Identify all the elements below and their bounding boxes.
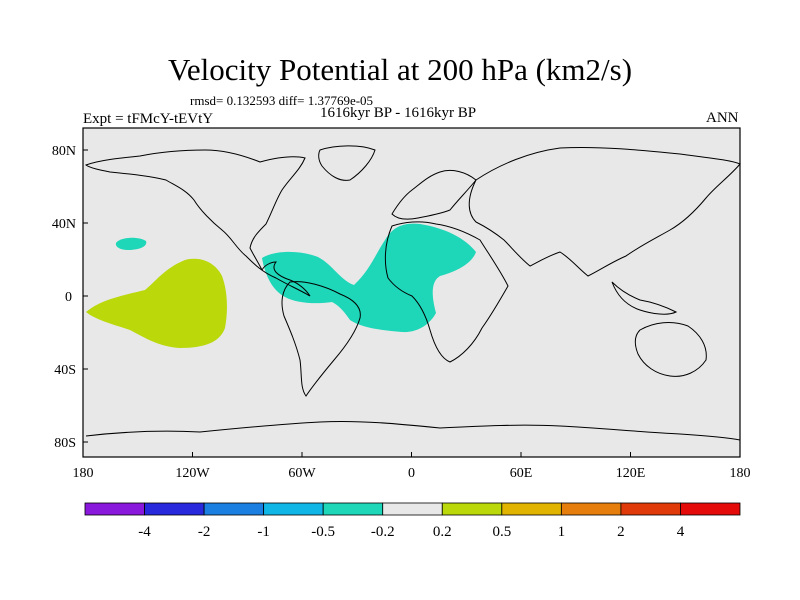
legend-label: -2: [198, 524, 211, 540]
legend-swatch: [84, 502, 145, 516]
coastline-north-america: [84, 149, 311, 297]
legend-label: 1: [558, 524, 566, 540]
coastline-antarctica: [85, 420, 741, 441]
lat-label-40s: 40S: [54, 363, 76, 378]
coastlines: [84, 145, 741, 441]
legend-swatch: [322, 502, 384, 516]
coastline-africa: [384, 221, 509, 363]
legend-label: -0.5: [311, 524, 335, 540]
coastline-southeast-asia: [611, 281, 678, 315]
lon-label-120e: 120E: [616, 466, 646, 481]
negative-anomaly-atlantic: [262, 223, 476, 333]
lat-label-0: 0: [65, 290, 72, 305]
legend-swatch: [263, 502, 324, 516]
color-legend: -4 -2 -1 -0.5 -0.2 0.2 0.5 1 2 4: [84, 502, 741, 540]
legend-swatch: [560, 502, 622, 516]
legend-label: -1: [257, 524, 270, 540]
anomaly-regions: [86, 223, 476, 348]
lat-label-80s: 80S: [54, 436, 76, 451]
lat-label-40n: 40N: [52, 217, 76, 232]
coastline-eurasia: [468, 146, 741, 277]
experiment-label: Expt = tFMcY-tEVtY: [83, 111, 214, 127]
coastline-south-america: [281, 281, 361, 397]
legend-swatch: [382, 502, 443, 516]
legend-swatch: [203, 502, 265, 516]
positive-anomaly-pacific: [86, 258, 227, 348]
period-label: 1616kyr BP - 1616kyr BP: [320, 105, 477, 121]
lon-label-120w: 120W: [175, 466, 210, 481]
lon-label-60w: 60W: [288, 466, 316, 481]
legend-label: 2: [617, 524, 625, 540]
legend-label: -4: [138, 524, 151, 540]
legend-label: -0.2: [371, 524, 395, 540]
legend-swatch: [680, 502, 741, 516]
legend-label: 0.5: [492, 524, 511, 540]
lon-label-0: 0: [408, 466, 415, 481]
legend-swatch: [501, 502, 562, 516]
lon-label-60e: 60E: [510, 466, 533, 481]
lon-label-180e: 180: [730, 466, 751, 481]
legend-swatch: [620, 502, 681, 516]
axis-ticks: [82, 149, 741, 457]
page-title: Velocity Potential at 200 hPa (km2/s): [167, 52, 633, 87]
negative-anomaly-north-pacific: [115, 237, 147, 250]
lon-label-180w: 180: [73, 466, 94, 481]
lat-label-80n: 80N: [52, 144, 76, 159]
legend-swatch: [144, 502, 205, 516]
legend-swatch: [441, 502, 503, 516]
season-label: ANN: [706, 110, 739, 126]
coastline-greenland: [318, 145, 376, 181]
stats-text: rmsd= 0.132593 diff= 1.37769e-05: [190, 93, 374, 108]
legend-label: 0.2: [433, 524, 452, 540]
coastline-australia: [634, 322, 707, 377]
legend-label: 4: [677, 524, 685, 540]
